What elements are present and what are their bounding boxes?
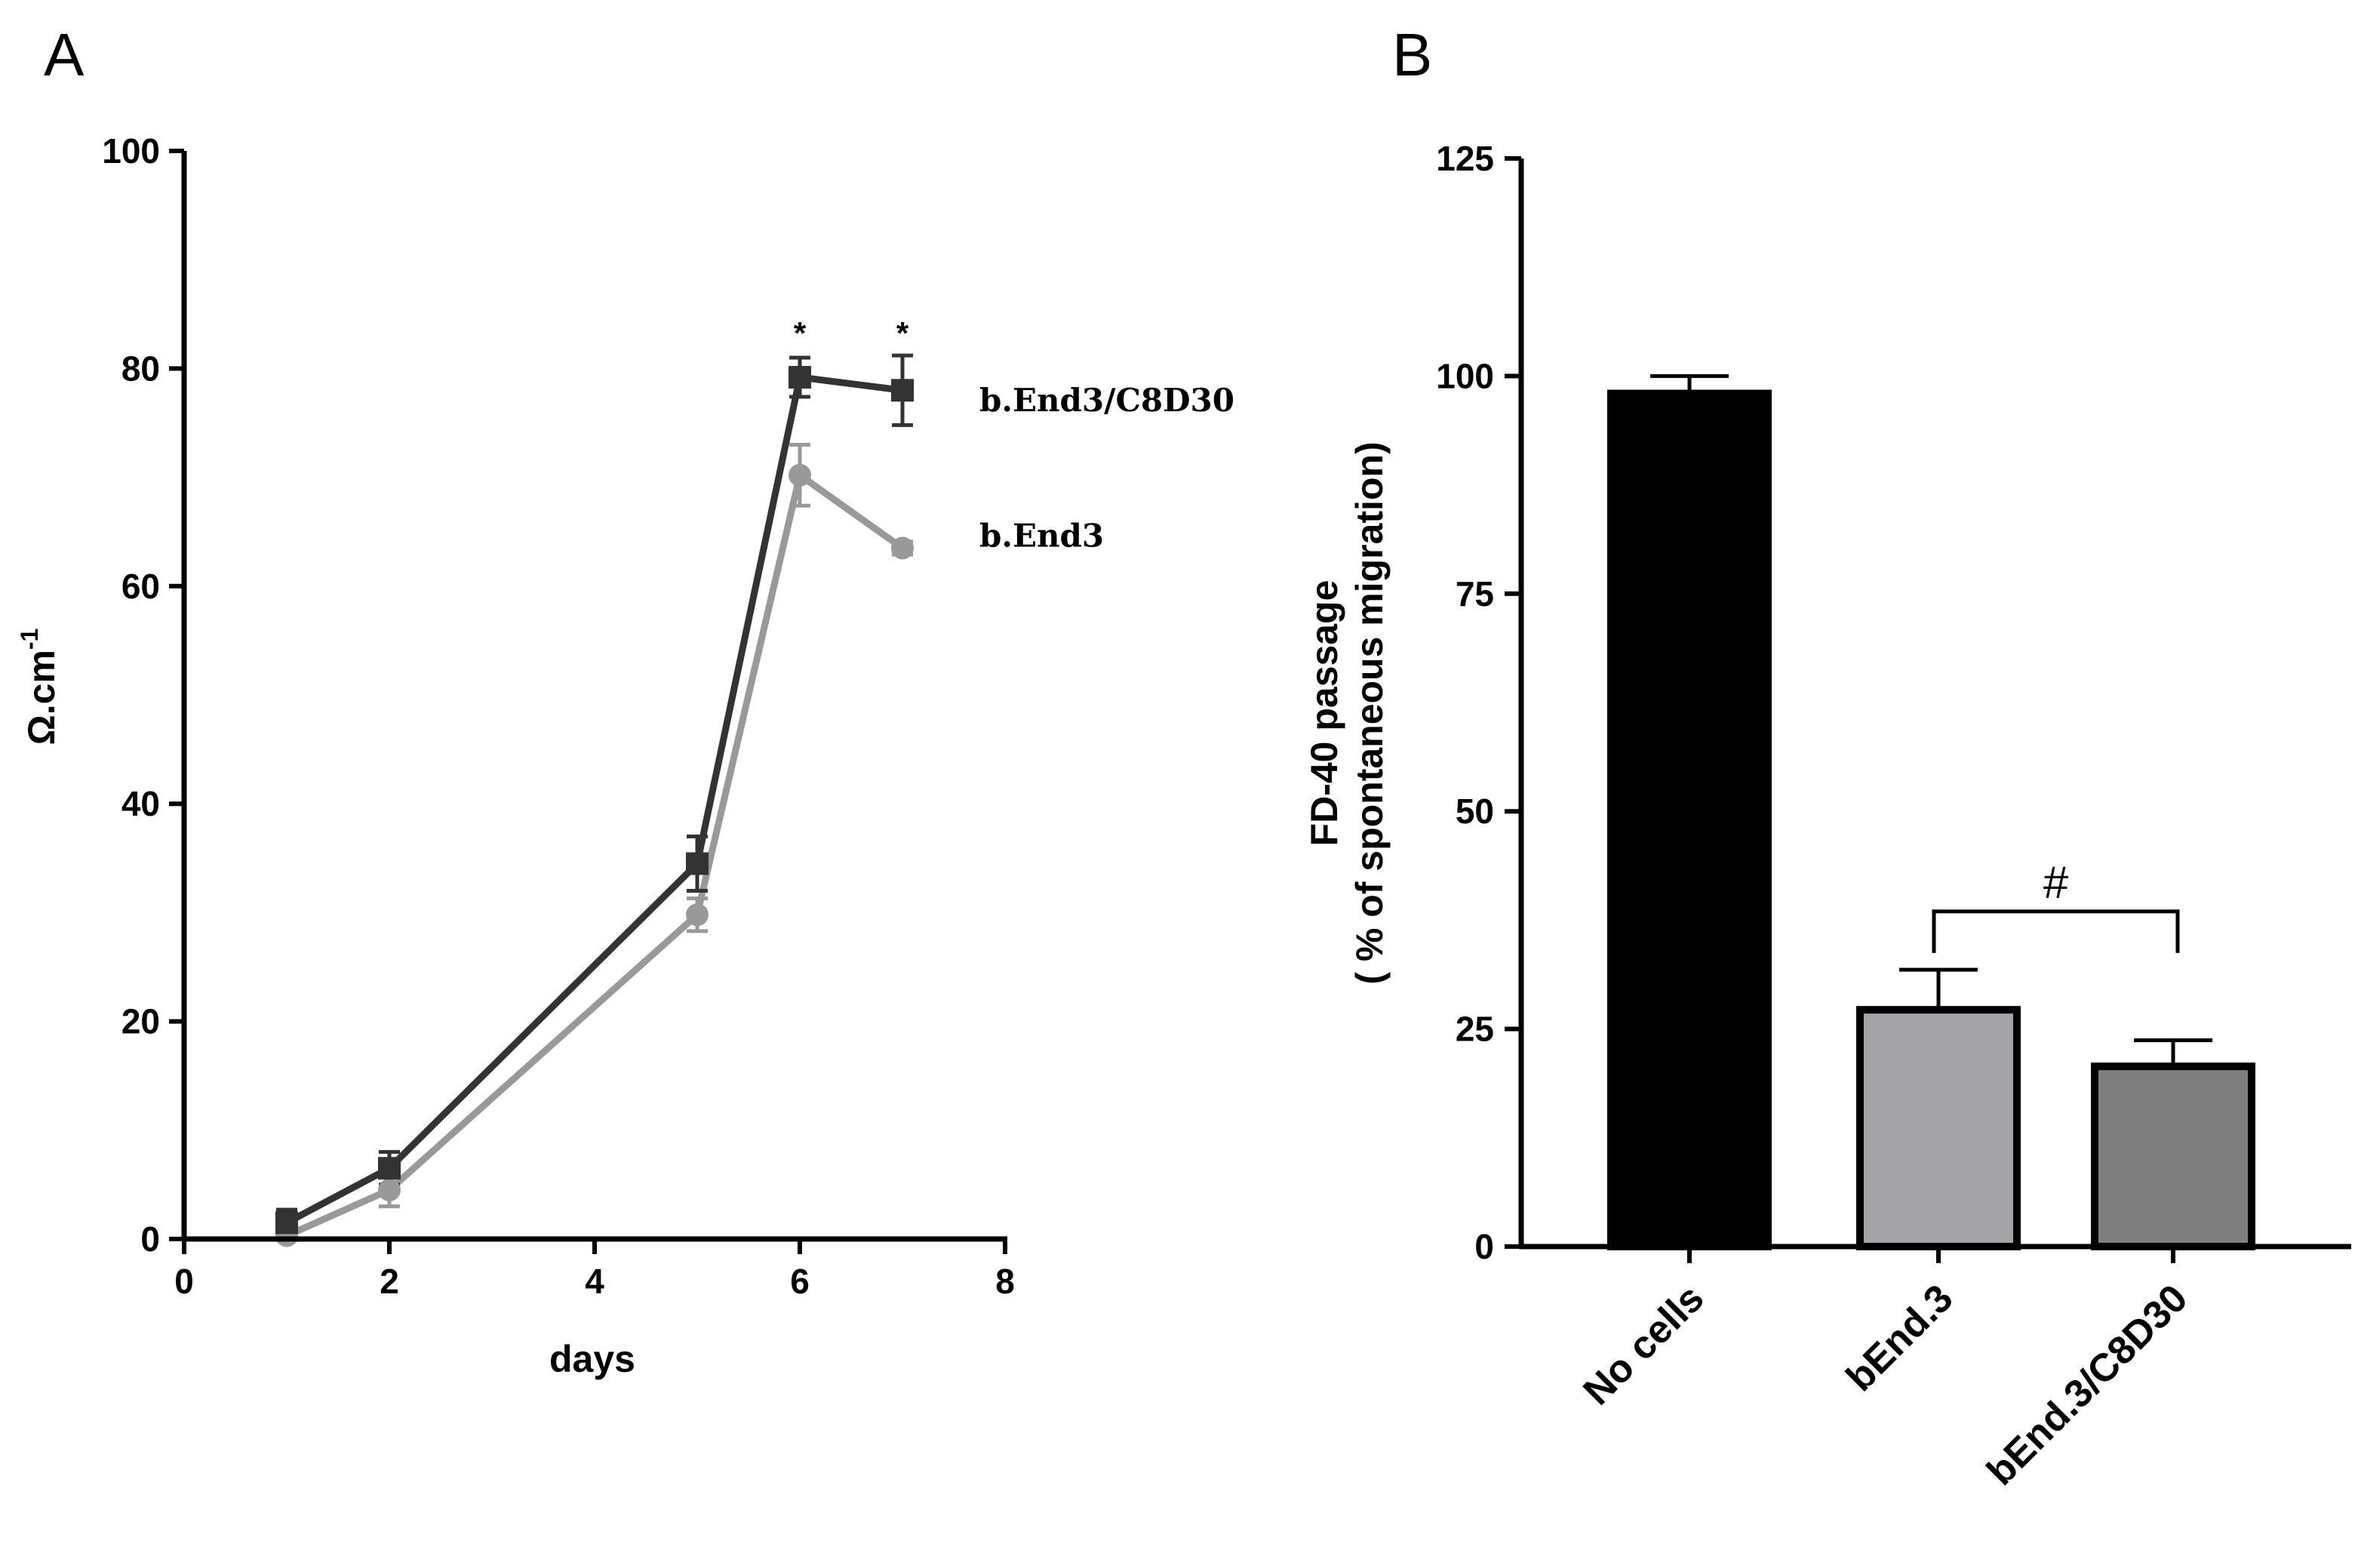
panel-a-x-tick-label: 2	[380, 1262, 399, 1301]
panel-a-point-circle	[789, 463, 811, 487]
panel-a-x-tick-label: 0	[174, 1262, 194, 1301]
panel-b-category-label-1: bEnd.3	[1838, 1276, 1962, 1400]
panel-a-y-tick-label: 20	[121, 1002, 160, 1041]
panel-a-x-tick-label: 8	[995, 1262, 1015, 1301]
panel-b-category-label-2: bEnd.3/C8D30	[1978, 1276, 2196, 1493]
panel-a-y-tick-label: 80	[121, 349, 160, 388]
panel-a-point-circle	[378, 1179, 401, 1202]
panel-b-y-axis-title-line2: ( % of spontaneous migration)	[1348, 441, 1391, 984]
panel-b-bar-0	[1607, 389, 1772, 1250]
panel-a-point-square	[789, 365, 811, 389]
panel-a-point-square	[891, 379, 914, 402]
panel-a-x-axis-title: days	[549, 1338, 635, 1380]
panel-a-series-label-1: b.End3	[979, 517, 1104, 554]
panel-a-point-square	[686, 852, 709, 875]
panel-a-significance-mark: *	[794, 315, 807, 351]
panel-a-series-label-0: b.End3/C8D30	[979, 382, 1234, 419]
panel-b-bar-1	[1856, 1006, 2021, 1251]
panel-a-line-chart: 0 20 40 60 80 100 0 2 4 6 8 * * b.End3/C8D30 b.End3 d…	[16, 131, 1234, 1380]
panel-a-y-tick-label: 40	[121, 784, 160, 823]
panel-a-x-tick-label: 6	[790, 1262, 810, 1301]
panel-a-point-square	[275, 1211, 298, 1234]
panel-b-y-tick-label: 25	[1456, 1010, 1494, 1049]
panel-a-y-axis-title-superscript: -1	[16, 629, 43, 650]
panel-b-y-tick-label: 75	[1456, 574, 1494, 613]
panel-b-y-tick-label: 0	[1474, 1227, 1494, 1266]
panel-a-point-circle	[686, 903, 709, 927]
panel-a-y-tick-label: 100	[102, 131, 160, 171]
panel-b-significance-mark: #	[2043, 857, 2069, 908]
panel-a-y-tick-label: 60	[121, 567, 160, 606]
panel-b-bar-chart: 0 25 50 75 100 125 # FD-40 passage ( % of spo…	[1303, 139, 2351, 1494]
panel-a-letter: A	[44, 21, 85, 88]
panel-b-significance-bracket	[1932, 909, 2180, 953]
panel-b-y-axis-title-line1: FD-40 passage	[1303, 580, 1345, 847]
panel-b-bar-2	[2091, 1062, 2255, 1251]
panel-a-significance-mark: *	[896, 315, 909, 351]
panel-a-y-axis-title-main: Ω.cm	[20, 650, 63, 745]
panel-b-category-label-0: No cells	[1575, 1276, 1712, 1413]
panel-a-point-circle	[891, 537, 914, 560]
panel-a-x-tick-label: 4	[585, 1262, 604, 1301]
panel-b-y-tick-label: 50	[1456, 792, 1494, 831]
panel-b-y-tick-label: 100	[1436, 356, 1494, 395]
panel-b-y-tick-label: 125	[1436, 139, 1494, 178]
panel-a-series-line-1	[285, 472, 905, 1239]
panel-b-letter: B	[1392, 21, 1432, 88]
panel-a-y-tick-label: 0	[140, 1219, 160, 1259]
panel-a-point-square	[378, 1157, 401, 1180]
panel-a-y-axis-title: Ω.cm-1	[16, 629, 63, 746]
